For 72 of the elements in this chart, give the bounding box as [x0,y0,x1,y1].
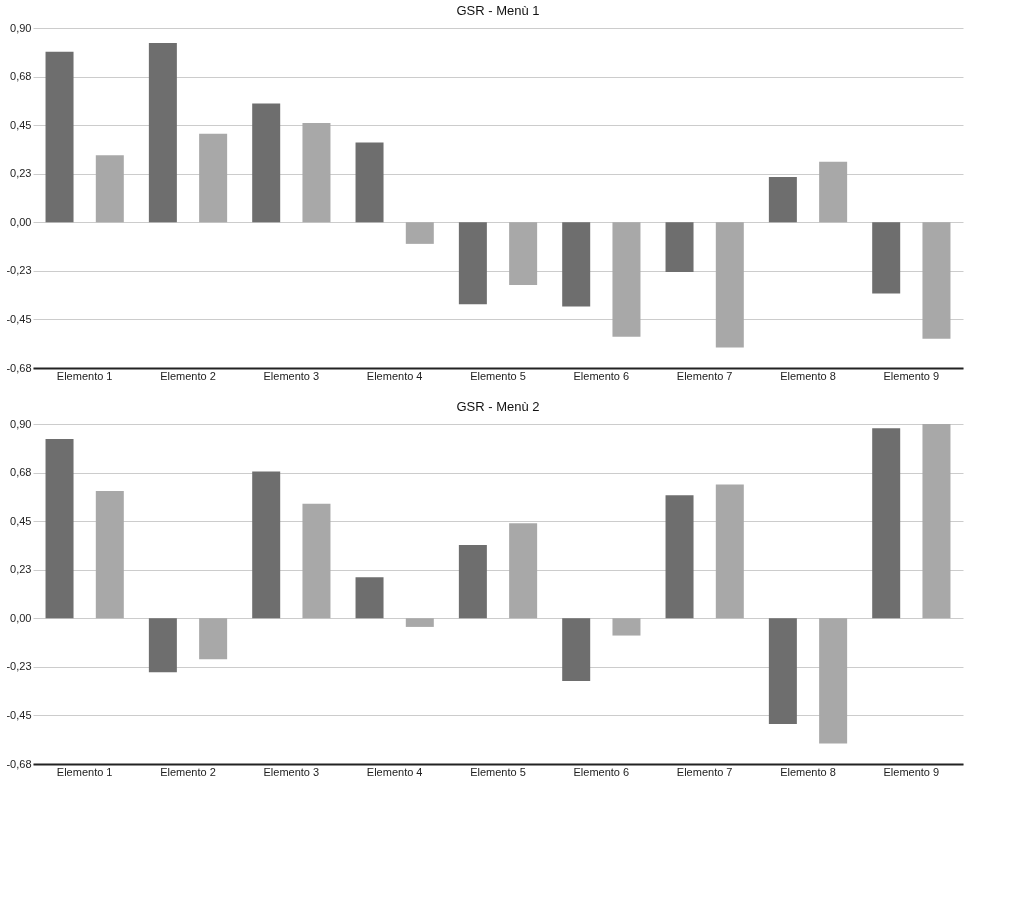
bar [509,222,538,285]
x-tick-label: Elemento 8 [780,765,836,778]
bar [768,176,797,223]
bar [148,43,177,223]
x-tick-label: Elemento 4 [366,765,423,778]
bar [355,577,384,619]
y-tick-label: -0,68 [6,361,32,374]
bar [715,484,744,619]
bar [199,618,228,660]
bar [872,222,901,294]
y-tick-label: -0,68 [6,757,32,770]
bar [405,618,434,627]
bar [95,155,124,223]
y-tick-label: 0,45 [10,514,32,527]
bar [302,122,331,223]
y-tick-label: -0,23 [6,660,32,673]
bar [95,490,124,619]
x-tick-label: Elemento 1 [56,369,113,382]
x-tick-label: Elemento 7 [676,765,733,778]
x-tick-label: Elemento 2 [160,369,216,382]
bar [458,544,487,619]
x-tick-label: Elemento 3 [263,369,320,382]
y-tick-label: 0,45 [10,118,32,131]
y-tick-label: 0,23 [10,167,32,180]
y-tick-label: -0,45 [6,312,32,325]
x-tick-label: Elemento 6 [573,369,630,382]
y-tick-label: 0,00 [10,215,32,228]
bar [199,133,228,223]
bar [819,618,848,744]
y-tick-label: -0,45 [6,708,32,721]
y-tick-label: 0,90 [10,21,32,34]
bar [45,51,74,223]
x-tick-label: Elemento 3 [263,765,320,778]
bar [872,428,901,619]
x-tick-label: Elemento 5 [470,765,526,778]
x-tick-label: Elemento 4 [366,369,423,382]
x-tick-label: Elemento 5 [470,369,526,382]
bar [612,618,641,636]
bar [562,222,591,307]
bar [302,503,331,619]
bar [819,161,848,223]
bar [562,618,591,681]
x-tick-label: Elemento 2 [160,765,216,778]
bar [665,495,694,619]
bar [252,471,281,619]
bar [509,523,538,619]
chart-title: GSR - Menù 2 [456,399,540,414]
x-tick-label: Elemento 8 [780,369,836,382]
bar [612,222,641,337]
bar [922,424,951,619]
x-tick-label: Elemento 7 [676,369,733,382]
x-tick-label: Elemento 9 [883,765,940,778]
y-tick-label: -0,23 [6,264,32,277]
y-tick-label: 0,68 [10,466,32,479]
x-tick-label: Elemento 9 [883,369,940,382]
y-tick-label: 0,68 [10,70,32,83]
y-tick-label: 0,23 [10,563,32,576]
x-tick-label: Elemento 1 [56,765,113,778]
bar [665,222,694,272]
x-tick-label: Elemento 6 [573,765,630,778]
bar [458,222,487,305]
bar [768,618,797,725]
chart-title: GSR - Menù 1 [456,3,540,18]
bar [355,142,384,223]
bar [148,618,177,673]
y-tick-label: 0,00 [10,611,32,624]
bar [45,439,74,619]
bar [922,222,951,339]
y-tick-label: 0,90 [10,417,32,430]
bar [715,222,744,348]
bar [405,222,434,244]
bar [252,103,281,223]
